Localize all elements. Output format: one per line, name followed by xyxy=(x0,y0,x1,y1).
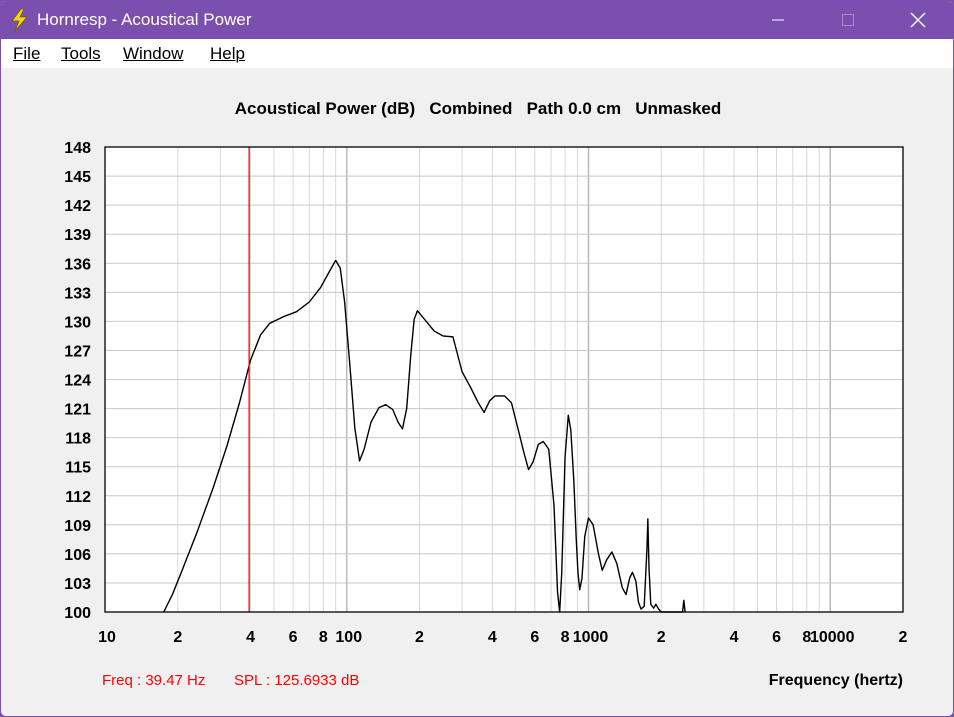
y-tick-label: 148 xyxy=(64,140,91,157)
y-tick-label: 100 xyxy=(64,605,91,622)
menu-tools[interactable]: Tools xyxy=(61,44,101,63)
y-tick-label: 118 xyxy=(65,431,91,448)
x-tick-label: 10 xyxy=(98,629,116,646)
maximize-button[interactable] xyxy=(825,1,871,39)
minimize-button[interactable] xyxy=(755,1,801,39)
x-axis-label: Frequency (hertz) xyxy=(769,672,903,689)
y-tick-label: 130 xyxy=(64,314,91,331)
x-tick-label: 8 xyxy=(802,629,811,646)
y-tick-label: 103 xyxy=(64,576,91,593)
close-button[interactable] xyxy=(895,1,941,39)
y-tick-label: 124 xyxy=(64,373,91,390)
lightning-bolt-icon xyxy=(11,8,28,32)
y-tick-labels: 148 145 142 139 136 133 130 127 124 121 118 115 112 1… xyxy=(64,140,91,622)
y-tick-label: 145 xyxy=(64,169,91,186)
x-tick-label: 8 xyxy=(319,629,328,646)
grid-lines xyxy=(105,147,903,612)
maximize-icon xyxy=(842,14,854,26)
x-tick-label: 100 xyxy=(335,629,362,646)
x-tick-label: 8 xyxy=(561,629,570,646)
close-icon xyxy=(910,12,926,28)
x-tick-label: 2 xyxy=(415,629,424,646)
y-tick-label: 112 xyxy=(65,489,91,506)
x-tick-label: 4 xyxy=(730,629,739,646)
plot-area[interactable]: Acoustical Power (dB) Combined Path 0.0 … xyxy=(1,68,954,717)
x-tick-label: 10000 xyxy=(810,629,855,646)
acoustical-power-chart[interactable]: Acoustical Power (dB) Combined Path 0.0 … xyxy=(1,68,954,717)
title-bar[interactable]: Hornresp - Acoustical Power xyxy=(1,1,953,39)
x-tick-label: 2 xyxy=(899,629,908,646)
y-tick-label: 136 xyxy=(64,256,91,273)
freq-readout: Freq : 39.47 Hz xyxy=(102,672,205,689)
menu-help[interactable]: Help xyxy=(210,44,245,63)
x-tick-label: 1000 xyxy=(573,629,609,646)
menu-bar: File Tools Window Help xyxy=(1,39,953,68)
y-tick-label: 115 xyxy=(65,460,91,477)
response-curve xyxy=(163,259,686,613)
y-tick-label: 106 xyxy=(64,547,91,564)
y-tick-label: 133 xyxy=(64,285,91,302)
y-tick-label: 109 xyxy=(64,518,91,535)
chart-title: Acoustical Power (dB) Combined Path 0.0 … xyxy=(235,99,722,118)
y-tick-label: 139 xyxy=(64,227,91,244)
x-tick-label: 6 xyxy=(530,629,539,646)
x-tick-label: 4 xyxy=(246,629,255,646)
spl-readout: SPL : 125.6933 dB xyxy=(234,672,359,689)
x-tick-label: 2 xyxy=(173,629,182,646)
y-tick-label: 121 xyxy=(64,402,91,419)
plot-border xyxy=(104,146,904,613)
y-tick-label: 127 xyxy=(64,343,91,360)
series-group xyxy=(163,259,686,613)
x-tick-label: 2 xyxy=(657,629,666,646)
y-tick-label: 142 xyxy=(64,198,91,215)
window-title: Hornresp - Acoustical Power xyxy=(37,10,252,29)
x-tick-label: 6 xyxy=(772,629,781,646)
x-tick-label: 6 xyxy=(289,629,298,646)
minimize-icon xyxy=(772,19,784,21)
x-tick-label: 4 xyxy=(488,629,497,646)
menu-file[interactable]: File xyxy=(13,44,41,63)
menu-window[interactable]: Window xyxy=(123,44,184,63)
